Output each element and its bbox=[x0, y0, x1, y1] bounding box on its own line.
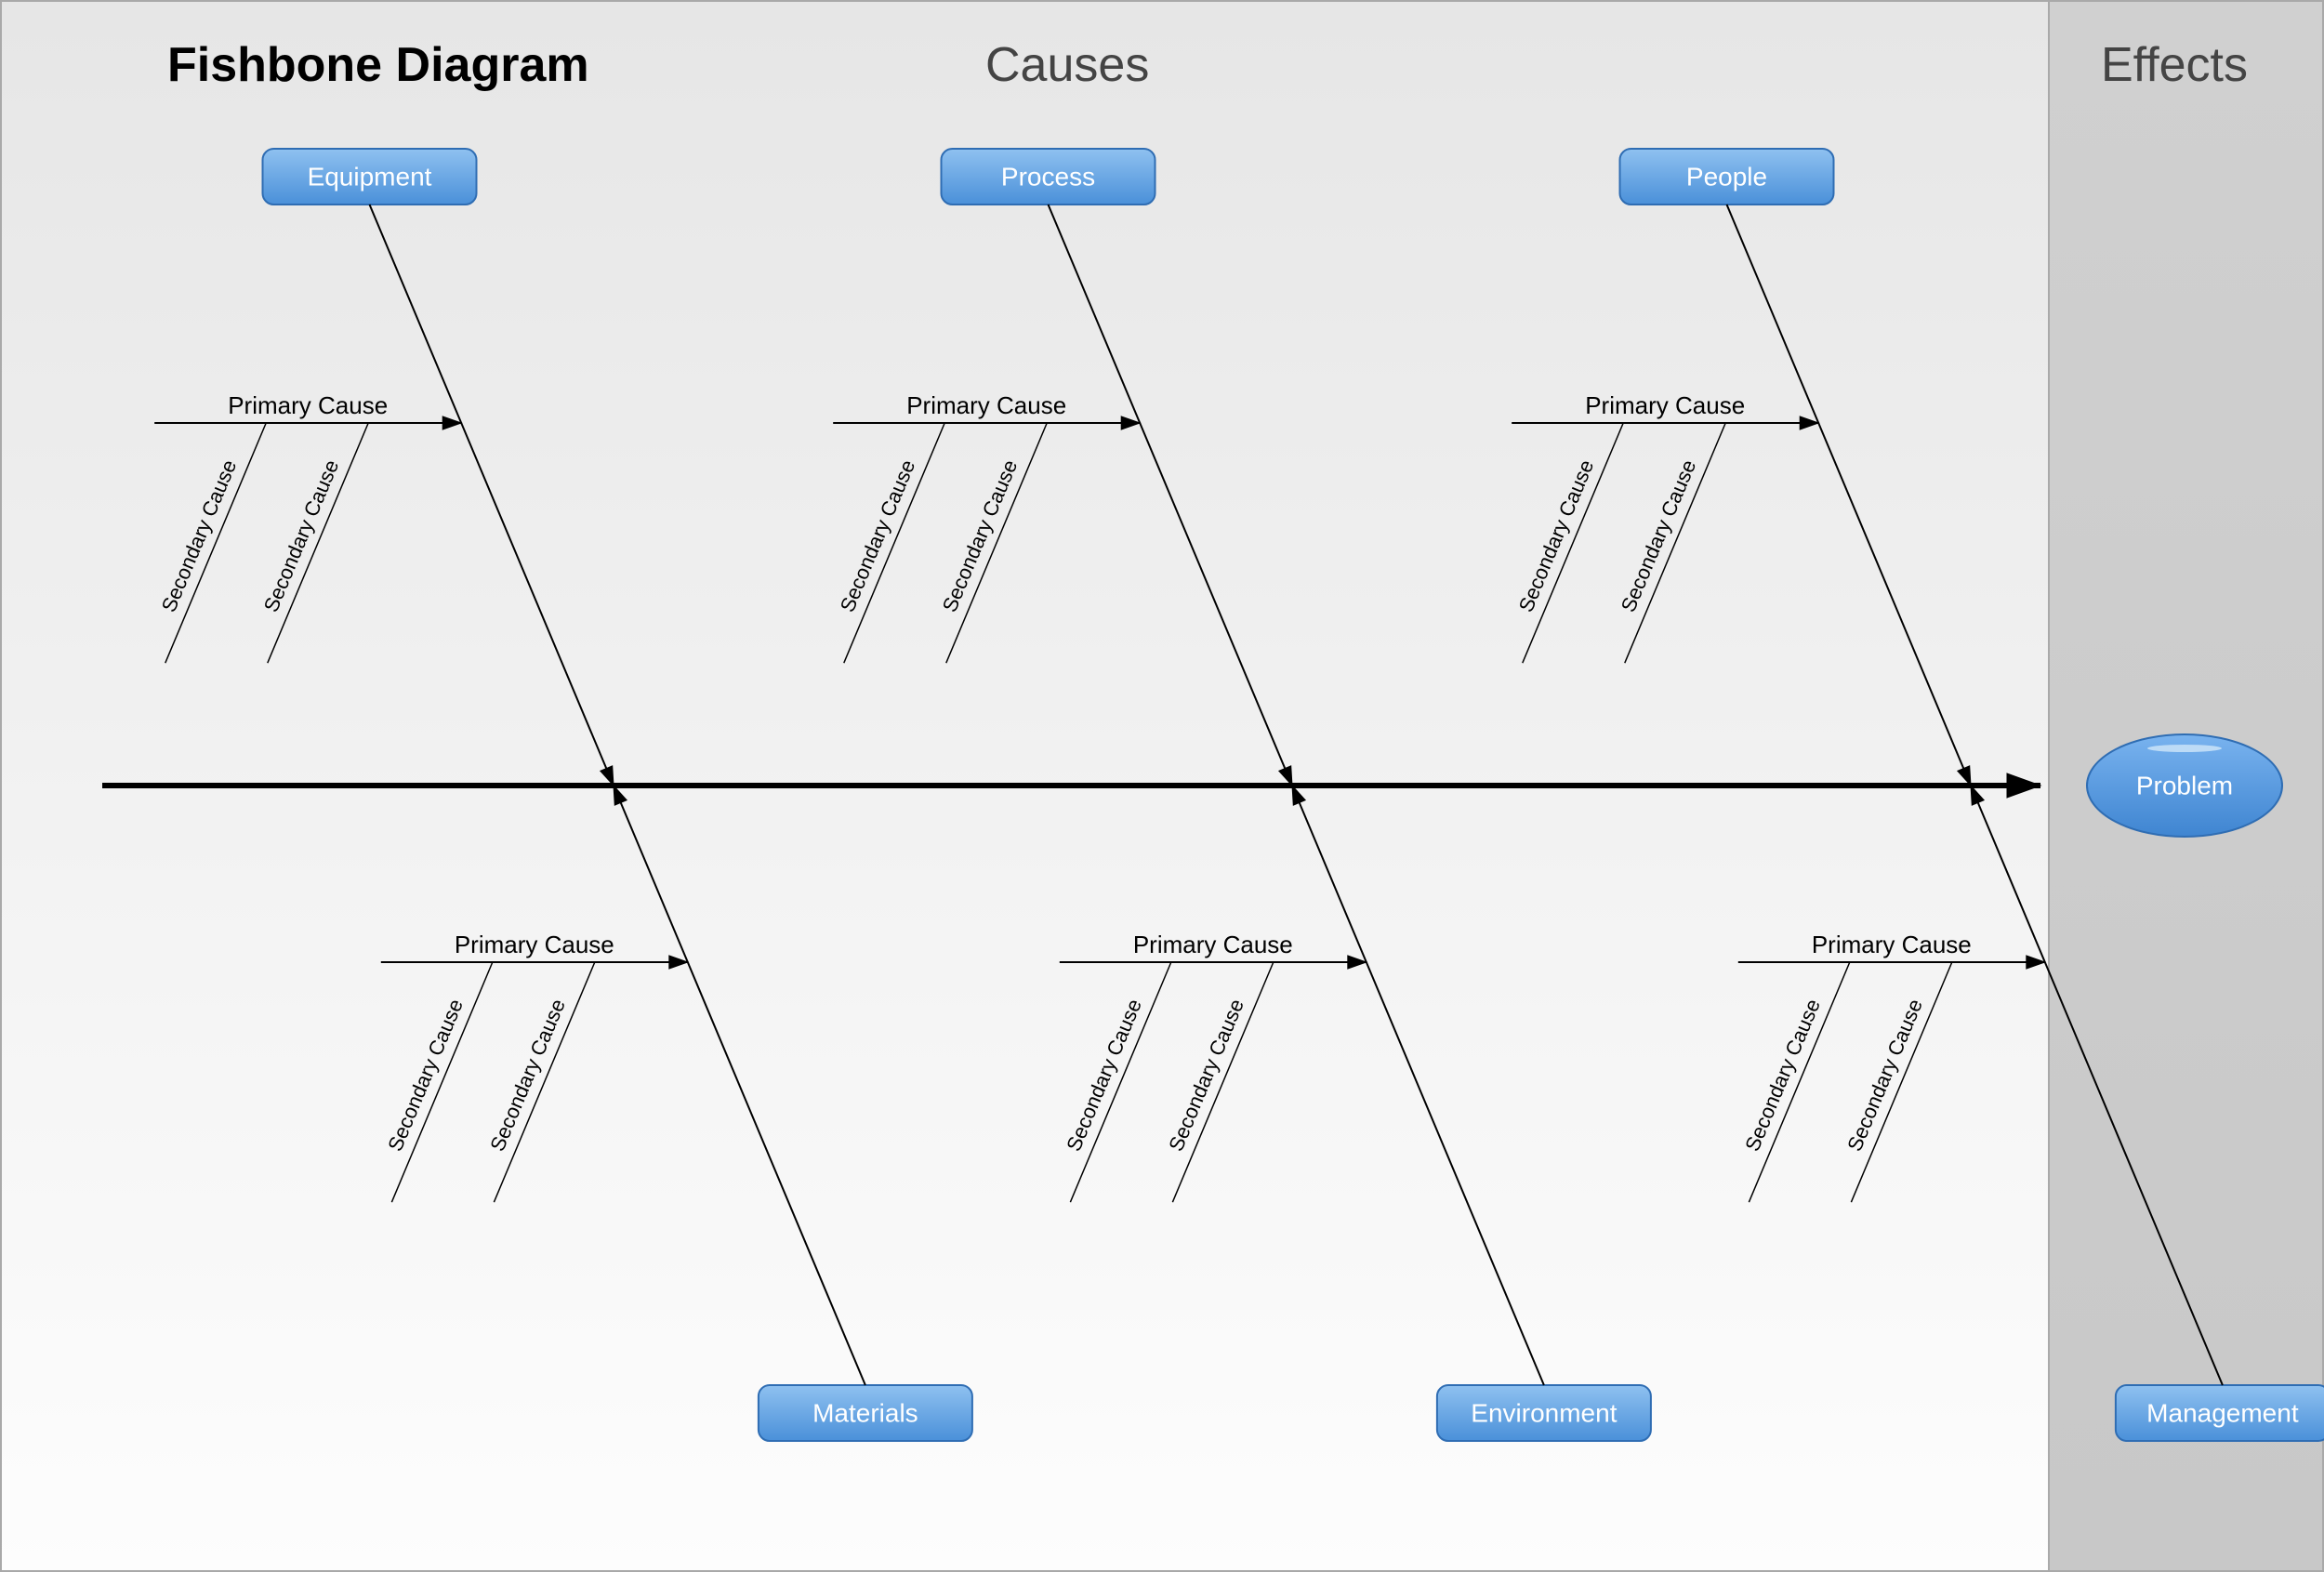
effects-region bbox=[2050, 0, 2324, 1572]
causes-region bbox=[0, 0, 2050, 1572]
effects-heading: Effects bbox=[2101, 37, 2248, 93]
fishbone-canvas: Fishbone Diagram Causes Effects ProblemE… bbox=[0, 0, 2324, 1572]
causes-heading: Causes bbox=[985, 37, 1149, 93]
diagram-title: Fishbone Diagram bbox=[167, 37, 589, 93]
